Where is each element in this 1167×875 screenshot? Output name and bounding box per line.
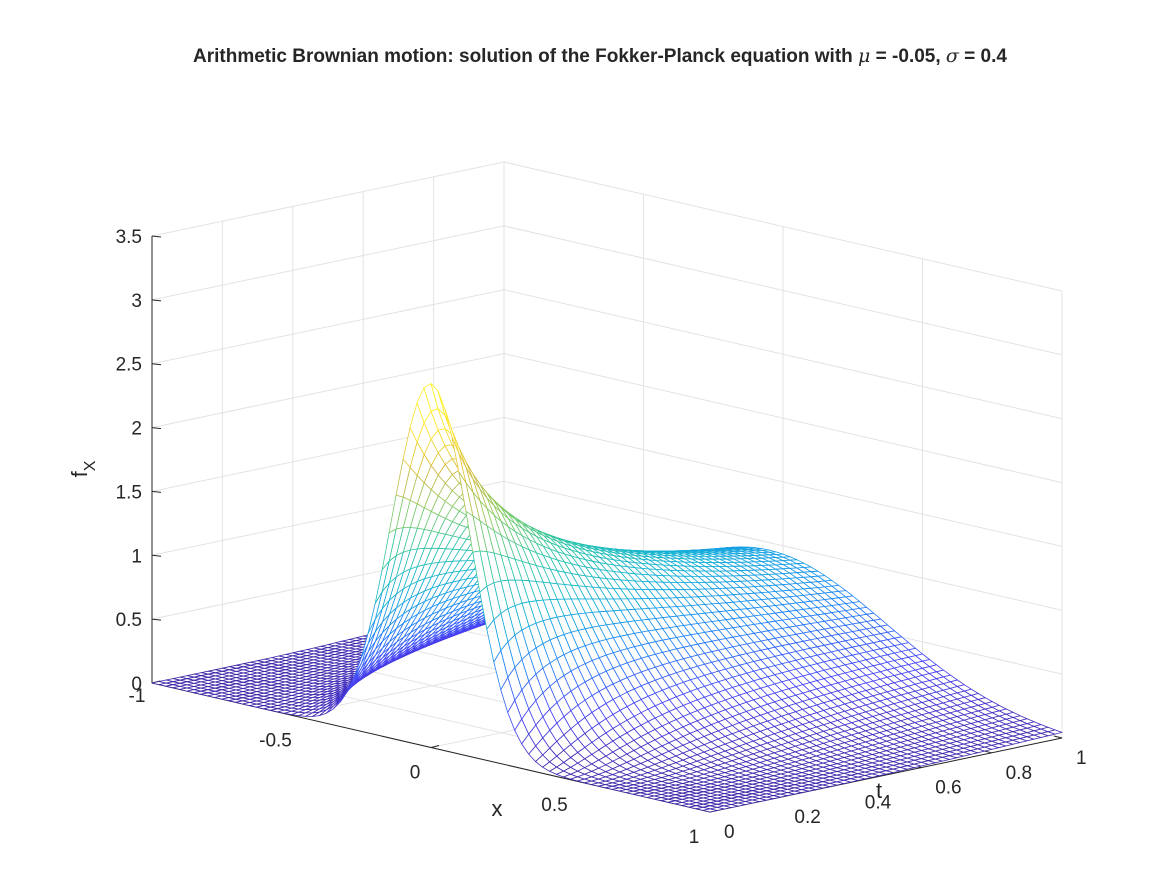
z-tick-label: 2.5 [116,355,142,376]
z-tick-label: 1 [131,546,142,567]
t-tick-mark [1053,735,1063,739]
t-tick-label: 0.4 [865,792,892,813]
t-tick-label: 0.2 [794,807,820,828]
z-tick-mark [151,363,162,366]
tick-labels: 0 0.5 1 1.5 2 2.5 3 3.5 -1 -0.5 0 0.5 1 0 0.2 0.4 0.6 0.8… [116,227,1087,848]
x-tick-label: 0 [410,763,421,784]
x-tick-label: 0.5 [541,795,567,816]
z-tick-mark [151,235,162,238]
grid-line [151,225,505,301]
z-tick-mark [151,427,162,430]
grid-line [151,289,505,365]
z-tick-mark [151,299,162,302]
grid-line [151,353,505,429]
x-tick-mark [430,745,440,748]
t-tick-label: 0.6 [935,778,961,799]
z-tick-mark [151,490,162,493]
t-axis-label: t [876,778,882,803]
z-tick-label: 2 [131,419,142,440]
surface-cell [702,808,718,813]
t-tick-label: 0 [724,822,735,843]
z-tick-label: 1.5 [116,482,142,503]
t-tick-label: 1 [1076,748,1087,769]
z-tick-mark [151,618,162,621]
z-tick-label: 0 [131,674,142,695]
chart-title: Arithmetic Brownian motion: solution of … [193,45,1007,67]
surface-mesh [151,383,1063,813]
grid-line [503,225,1063,356]
grid-line [503,289,1063,420]
grid-line [503,161,1063,292]
t-tick-label: 0.8 [1006,763,1032,784]
grid-line [503,353,1063,484]
x-axis-label: x [492,796,503,821]
grid-line [503,480,1063,611]
z-tick-mark [151,554,162,557]
x-tick-label: 1 [689,827,700,848]
grid-line [503,416,1063,547]
grid-line [151,161,505,237]
z-axis-label: fX [67,460,99,477]
x-tick-label: -1 [129,686,146,707]
z-tick-label: 0.5 [116,610,142,631]
x-tick-label: -0.5 [259,730,292,751]
z-tick-label: 3.5 [116,227,142,248]
z-tick-label: 3 [131,291,142,312]
